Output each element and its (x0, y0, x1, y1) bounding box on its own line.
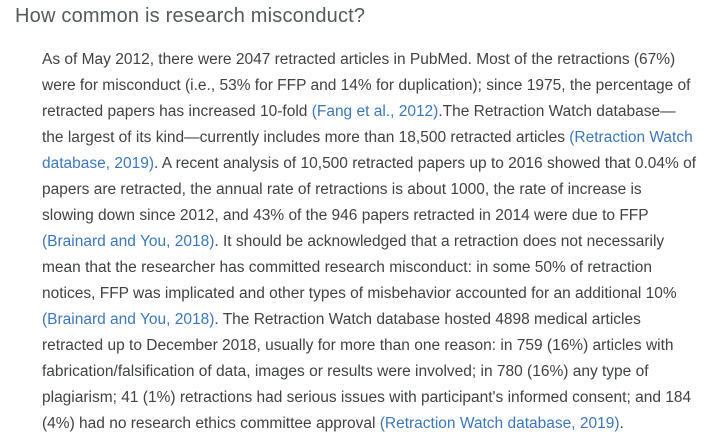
citation-link-brainard-you-2018-b[interactable]: (Brainard and You, 2018) (42, 311, 215, 328)
paragraph-text: .The Retraction Watch database—the large… (42, 103, 676, 146)
citation-link-fang-2012[interactable]: (Fang et al., 2012) (311, 103, 439, 120)
section-paragraph: As of May 2012, there were 2047 retracte… (42, 47, 697, 437)
section-heading: How common is research misconduct? (15, 5, 366, 27)
paragraph-text: . It should be acknowledged that a retra… (42, 233, 677, 302)
paragraph-text: . The Retraction Watch database hosted 4… (42, 311, 692, 432)
paragraph-text: . A recent analysis of 10,500 retracted … (42, 155, 697, 224)
citation-link-retraction-watch-2019-a[interactable]: (Retraction Watch database, 2019) (42, 129, 693, 172)
citation-link-retraction-watch-2019-b[interactable]: (Retraction Watch database, 2019) (379, 415, 620, 432)
citation-link-brainard-you-2018-a[interactable]: (Brainard and You, 2018) (42, 233, 215, 250)
paragraph-text: . (619, 415, 624, 432)
paragraph-text: As of May 2012, there were 2047 retracte… (42, 51, 691, 120)
